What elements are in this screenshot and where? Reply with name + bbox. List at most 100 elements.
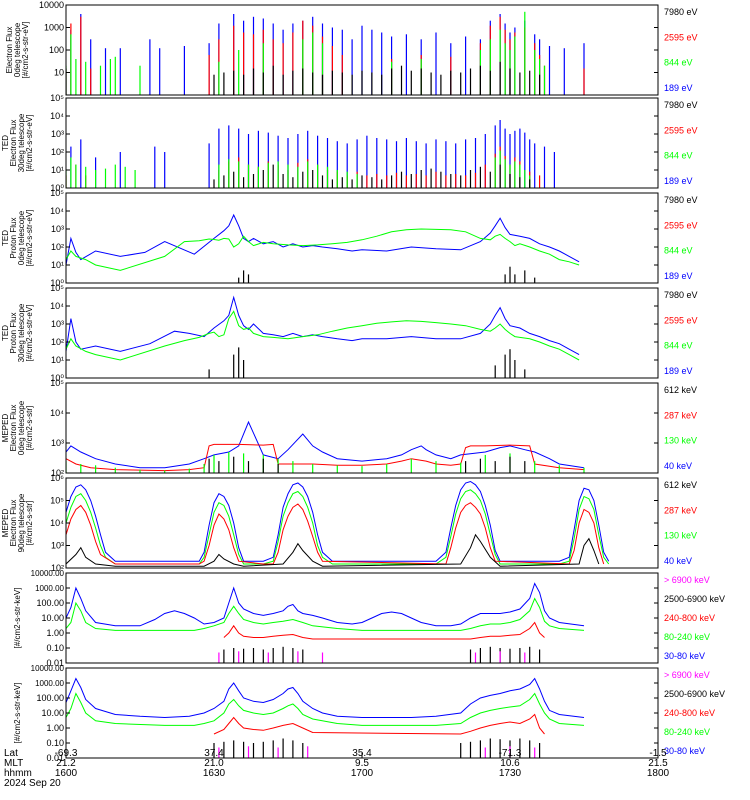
panel-3-series-1 — [66, 228, 580, 271]
panel-3-series-0 — [66, 213, 580, 266]
x-tick-mlt: 9.5 — [355, 758, 369, 769]
legend-label: 844 eV — [664, 58, 693, 68]
x-tick-lat: 37.4 — [204, 748, 224, 759]
panel-frame — [65, 382, 659, 474]
y-axis-label: 30deg telescope — [17, 303, 26, 362]
y-tick-label: 10⁴ — [50, 206, 64, 216]
y-axis-label: [#/cm2-s-str-keV] — [13, 588, 22, 649]
legend-label: 240-800 keV — [664, 613, 715, 623]
panel-7-series-3 — [223, 646, 541, 663]
y-axis-label: [#/cm2-s-str-eV] — [25, 305, 34, 362]
legend-label: 40 keV — [664, 461, 692, 471]
y-tick-label: 10⁰ — [50, 373, 64, 383]
panel-8-series-2 — [213, 713, 545, 735]
y-axis-label: TED — [1, 135, 10, 151]
series-line — [66, 502, 605, 565]
y-axis-label: [#/cm2-s-str] — [25, 406, 34, 450]
panel-7-series-4 — [218, 651, 526, 663]
panel-8-series-1 — [66, 692, 585, 726]
y-tick-label: 1.00 — [46, 723, 64, 733]
panel-6-series-2 — [66, 502, 605, 565]
y-tick-label: 0.10 — [46, 643, 64, 653]
y-tick-label: 100 — [49, 45, 64, 55]
legend-label: 30-80 keV — [664, 651, 705, 661]
y-tick-label: 10² — [51, 147, 64, 157]
y-tick-label: 10000.00 — [31, 569, 65, 578]
legend-label: 287 keV — [664, 505, 697, 515]
legend-label: 2500-6900 keV — [664, 689, 725, 699]
x-tick-lat: -71.3 — [499, 748, 522, 759]
legend-label: 612 keV — [664, 385, 697, 395]
y-tick-label: 10⁴ — [50, 518, 64, 528]
y-tick-label: 10¹ — [51, 165, 64, 175]
panel-5: 10⁵ 10⁴ 10³ 10² MEPED Electron Flux 0deg teles… — [1, 378, 697, 478]
x-tick-lat: -1.5 — [649, 748, 667, 759]
series-line — [66, 597, 585, 631]
x-tick-mlt: 21.2 — [56, 758, 76, 769]
series-line — [66, 480, 610, 562]
panel-4-series-1 — [66, 310, 580, 361]
x-tick-label: 1630 — [203, 768, 226, 779]
legend-label: 130 keV — [664, 436, 697, 446]
y-axis-label: 0deg telescope — [17, 210, 26, 265]
series-line — [66, 692, 585, 726]
y-axis-label: Proton Flux — [9, 218, 18, 259]
y-axis-label: 0deg telescope — [17, 400, 26, 455]
y-tick-label: 10⁵ — [50, 496, 64, 506]
y-tick-label: 100.00 — [36, 598, 64, 608]
panel-8: 10000.00 1000.00 100.00 10.00 1.00 0.10 0.01 [#… — [13, 664, 725, 763]
y-axis-label: MEPED — [1, 509, 10, 538]
x-tick-lat: -69.3 — [55, 748, 78, 759]
y-tick-label: 10 — [54, 68, 64, 78]
panel-frame — [65, 572, 659, 664]
x-tick-mlt: 21.0 — [204, 758, 224, 769]
x-tick-mlt: 10.6 — [500, 758, 520, 769]
panel-4-series-2 — [208, 347, 526, 378]
y-tick-label: 10.00 — [41, 613, 64, 623]
series-line — [66, 228, 580, 271]
y-axis-label: 0deg telescope — [13, 22, 22, 77]
y-tick-label: 1000 — [44, 23, 64, 33]
y-tick-label: 10³ — [51, 438, 64, 448]
panel-3: 10⁵ 10⁴ 10³ 10² 10¹ 10⁰ TED Proton Flux 0deg tel… — [1, 188, 698, 288]
panel-2: 10⁵ 10⁴ 10³ 10² 10¹ 10⁰ TED Electron Flux 30deg … — [1, 93, 698, 193]
legend-label: 80-240 keV — [664, 727, 710, 737]
y-tick-label: 10.00 — [41, 708, 64, 718]
series-line — [213, 713, 545, 735]
y-tick-label: 10⁵ — [50, 93, 64, 103]
y-tick-label: 10⁵ — [50, 188, 64, 198]
y-tick-label: 10² — [51, 242, 64, 252]
legend-label: 40 keV — [664, 556, 692, 566]
legend-label: 2595 eV — [664, 315, 698, 325]
panel-6-series-3 — [66, 533, 600, 567]
series-line — [66, 420, 585, 469]
panel-1-series-0 — [66, 14, 585, 95]
legend-label: 844 eV — [664, 246, 693, 256]
legend-label: 7980 eV — [664, 100, 698, 110]
legend-label: 2595 eV — [664, 32, 698, 42]
series-line — [66, 677, 585, 719]
legend-label: 2595 eV — [664, 220, 698, 230]
y-axis-label: MEPED — [1, 414, 10, 443]
panel-5-series-3 — [208, 456, 526, 473]
y-tick-label: 0.01 — [46, 658, 64, 668]
panel-8-series-0 — [66, 677, 585, 719]
series-line — [66, 310, 580, 361]
y-axis-label: [#/cm2-s-str] — [25, 501, 34, 545]
legend-label: 7980 eV — [664, 195, 698, 205]
legend-label: 130 keV — [664, 531, 697, 541]
y-tick-label: 10⁶ — [50, 473, 64, 483]
y-axis-label: Electron Flux — [5, 27, 14, 74]
panel-5-series-1 — [66, 443, 585, 472]
y-axis-label: [#/cm2-s-str-keV] — [13, 683, 22, 744]
y-tick-label: 0.01 — [46, 753, 64, 763]
y-tick-label: 10⁰ — [50, 183, 64, 193]
panel-5-series-0 — [66, 420, 585, 469]
x-tick-label: 1600 — [55, 768, 78, 779]
y-tick-label: 10³ — [51, 319, 64, 329]
panel-8-series-4 — [218, 746, 536, 758]
panel-frame — [65, 287, 659, 379]
panel-6-series-0 — [66, 480, 610, 562]
